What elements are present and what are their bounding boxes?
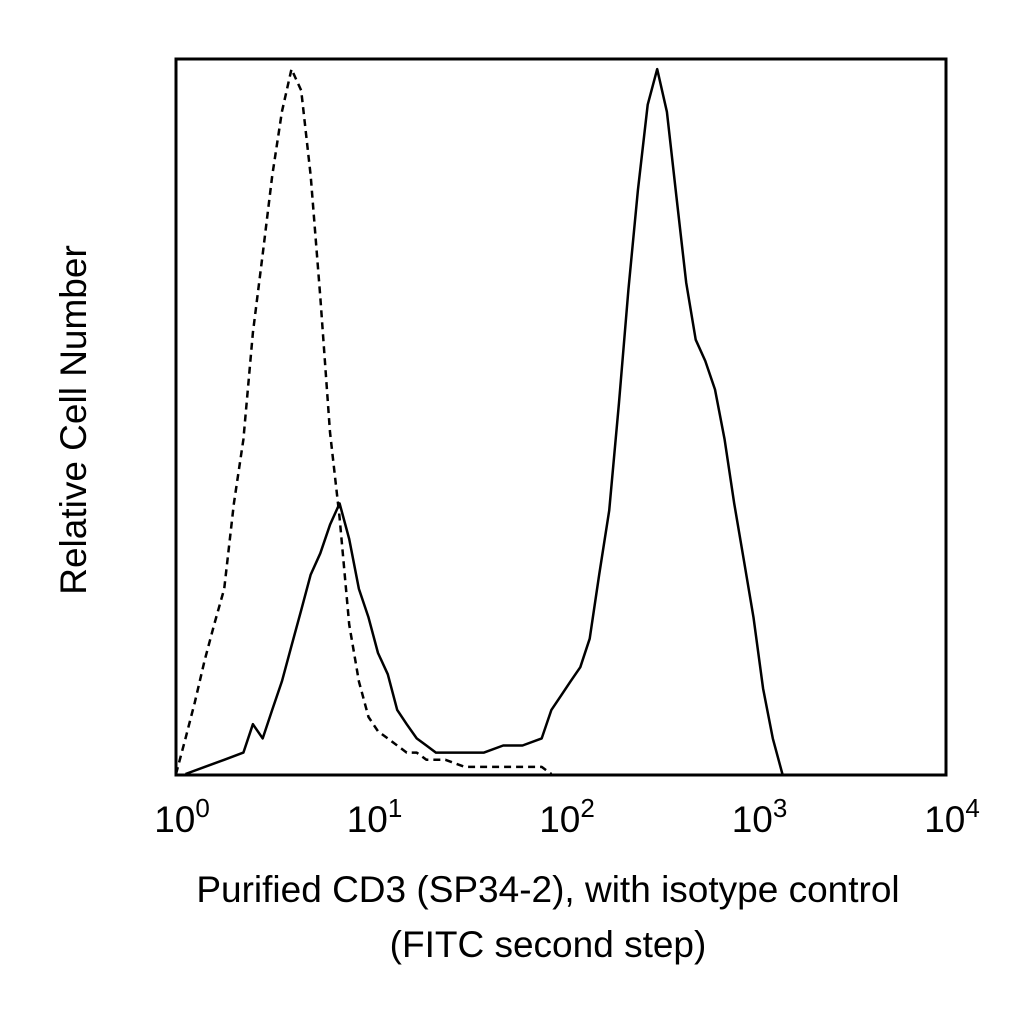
x-tick-labels: 100 101 102 103 104 xyxy=(154,793,980,840)
plot-area-background xyxy=(176,59,946,775)
series-layer xyxy=(174,67,784,776)
cd3-stained-histogram xyxy=(185,67,784,776)
isotype-control-histogram xyxy=(174,67,553,776)
x-tick-label: 101 xyxy=(347,793,403,840)
x-tick-label: 104 xyxy=(924,793,980,840)
x-axis-label: Purified CD3 (SP34-2), with isotype cont… xyxy=(196,869,899,910)
x-tick-label: 100 xyxy=(154,793,210,840)
y-axis-label: Relative Cell Number xyxy=(53,245,94,595)
x-axis-label-line2: (FITC second step) xyxy=(390,924,707,965)
x-tick-label: 102 xyxy=(539,793,595,840)
x-tick-label: 103 xyxy=(732,793,788,840)
plot-frame xyxy=(174,57,948,777)
